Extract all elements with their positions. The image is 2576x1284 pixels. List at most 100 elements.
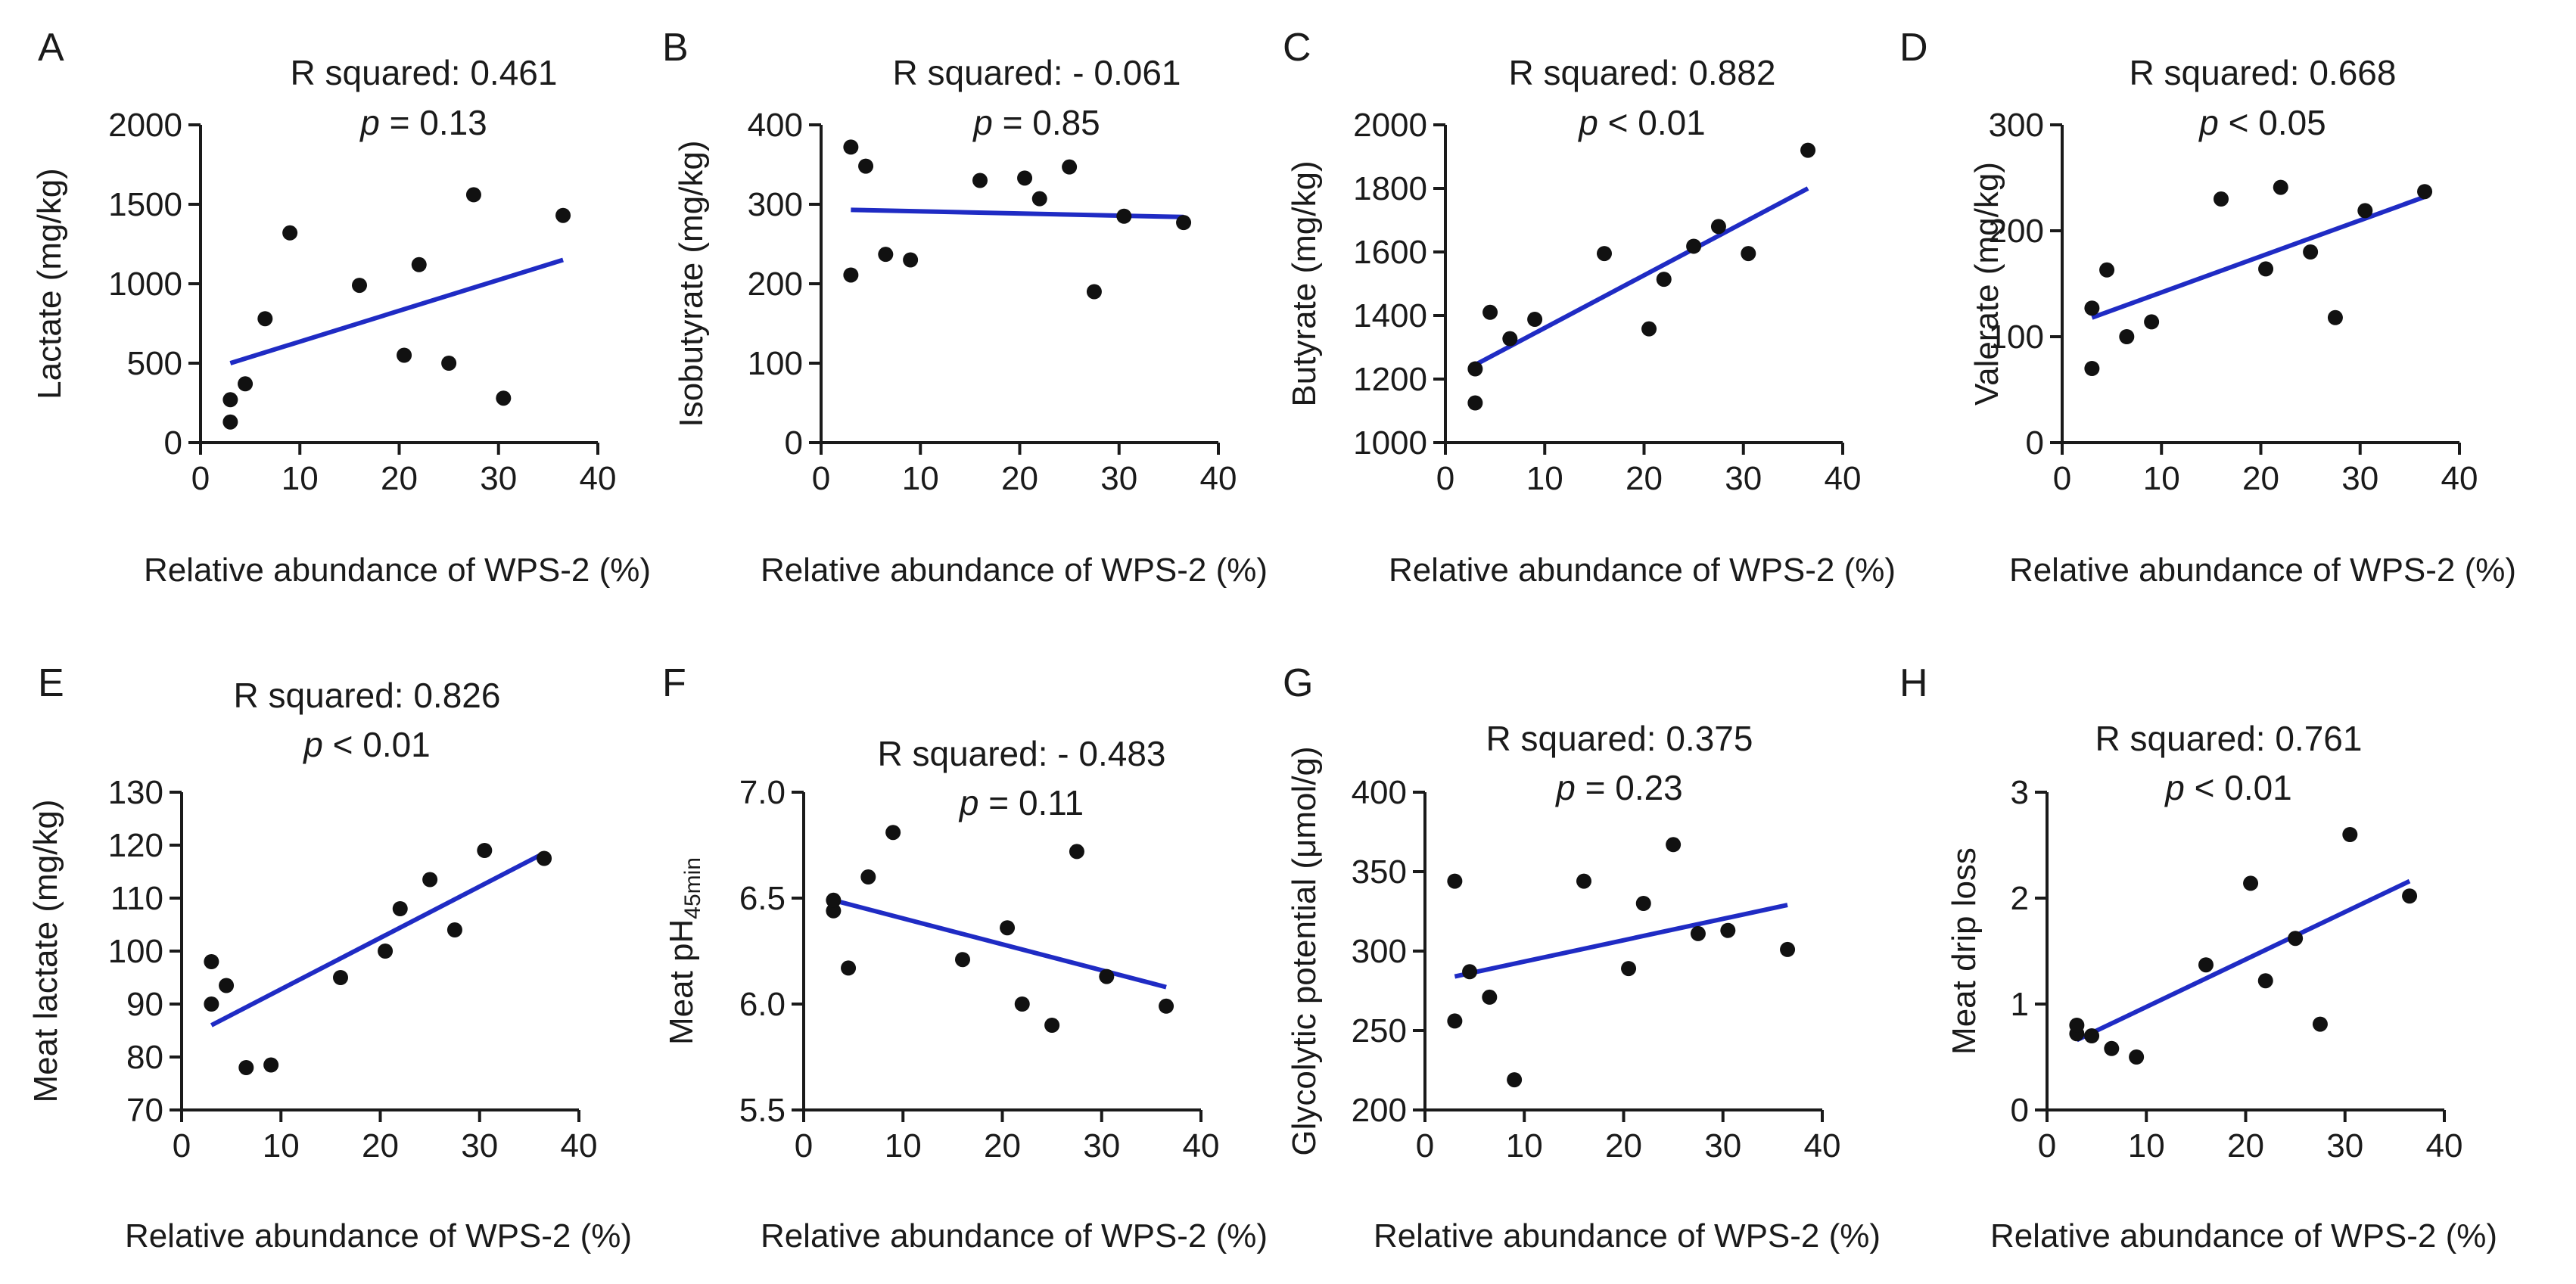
y-tick-label: 400 [748,107,803,144]
data-point [826,903,842,919]
data-point [378,944,394,959]
x-tick-label: 20 [2242,460,2279,497]
y-tick-label: 100 [108,933,163,970]
data-point [2357,203,2373,219]
data-point [411,256,427,272]
y-tick-label: 250 [1352,1012,1407,1049]
r-squared-label: R squared: 0.882 [1509,53,1776,92]
y-tick-label: 0 [785,424,803,462]
y-tick-label: 7.0 [739,774,786,811]
x-tick-label: 0 [173,1127,191,1164]
x-tick-label: 10 [2143,460,2180,497]
x-tick-label: 0 [191,460,210,497]
data-point [1159,998,1174,1014]
y-tick-label: 6.5 [739,880,786,917]
data-point [2273,179,2288,195]
data-point [477,843,493,858]
data-point [2258,261,2274,277]
panel-c: 0 10 20 30 40 1000 1200 1400 1600 1800 2000 C R squa… [1283,26,1896,589]
y-tick-label: 300 [1352,933,1407,970]
data-point [885,825,901,841]
data-point [222,392,238,408]
data-point [843,139,859,155]
panel-e: 0 10 20 30 40 70 80 90 100 110 120 130 E R squared: 0… [27,661,632,1254]
y-tick-label: 130 [108,774,163,811]
data-point [1482,304,1498,320]
data-point [1099,968,1115,984]
data-point [2084,361,2100,376]
data-point [2104,1040,2120,1056]
r-squared-label: R squared: - 0.061 [892,53,1181,92]
panel-letter: C [1283,26,1311,70]
r-squared-label: R squared: 0.826 [234,676,501,715]
x-axis-title: Relative abundance of WPS-2 (%) [144,552,651,589]
regression-line [832,897,1167,990]
panel-d: 0 10 20 30 40 0 100 200 300 D R squared: 0.668 p < … [1899,26,2516,589]
data-point [1641,321,1657,337]
data-point [955,952,970,968]
data-point [1780,941,1796,957]
data-point [2084,1028,2100,1043]
x-tick-label: 30 [480,460,517,497]
panel-letter: B [662,26,689,70]
data-point [1031,191,1047,207]
x-tick-label: 10 [1526,460,1563,497]
data-point [826,892,842,908]
data-point [1686,238,1702,254]
y-axis-title: Butyrate (mg/kg) [1286,160,1323,406]
data-point [555,207,571,223]
data-point [496,390,512,406]
x-tick-label: 0 [2038,1127,2056,1164]
x-tick-label: 0 [812,460,830,497]
x-tick-label: 10 [282,460,319,497]
data-point [1741,246,1756,262]
x-tick-label: 40 [1183,1127,1220,1164]
data-point [1621,961,1637,977]
p-value-label: p = 0.23 [1554,768,1683,807]
panel-letter: D [1899,26,1928,70]
data-point [1597,246,1612,262]
x-tick-label: 10 [885,1127,922,1164]
data-point [1017,170,1033,186]
data-point [2243,875,2259,891]
data-point [2312,1016,2328,1032]
regression-line [1473,186,1809,367]
x-tick-label: 20 [1001,460,1038,497]
panel-letter: E [38,661,64,705]
x-axis-title: Relative abundance of WPS-2 (%) [1389,552,1896,589]
data-point [1507,1072,1523,1088]
data-point [2084,300,2100,316]
y-axis-title: Glycolytic potential (μmol/g) [1286,746,1323,1155]
data-point [1527,312,1543,328]
data-point [1467,395,1483,411]
r-squared-label: R squared: 0.375 [1486,719,1753,758]
data-point [1482,989,1498,1005]
y-axis-title: Meat drip loss [1946,847,1983,1055]
x-tick-label: 30 [2341,460,2378,497]
x-tick-label: 0 [2053,460,2071,497]
data-point [2303,244,2319,260]
regression-line [1454,903,1788,979]
panel-letter: G [1283,661,1313,705]
y-tick-label: 2000 [1353,107,1427,144]
p-value-label: p < 0.05 [2198,103,2326,142]
x-tick-label: 10 [902,460,939,497]
data-point [2214,191,2229,207]
data-point [441,356,457,371]
data-point [841,960,857,976]
data-point [238,1060,254,1075]
r-squared-label: R squared: 0.761 [2095,719,2363,758]
panel-letter: F [662,661,686,705]
data-point [392,901,408,916]
x-tick-label: 40 [1200,460,1237,497]
y-axis-title: Lactate (mg/kg) [31,168,68,400]
p-value-label: p < 0.01 [2164,768,2292,807]
y-tick-label: 1000 [1353,424,1427,462]
data-point [537,850,552,866]
data-point [2129,1049,2145,1065]
data-point [1467,361,1483,377]
data-point [1462,964,1478,980]
data-point [219,978,235,993]
p-value-label: p = 0.85 [972,103,1100,142]
